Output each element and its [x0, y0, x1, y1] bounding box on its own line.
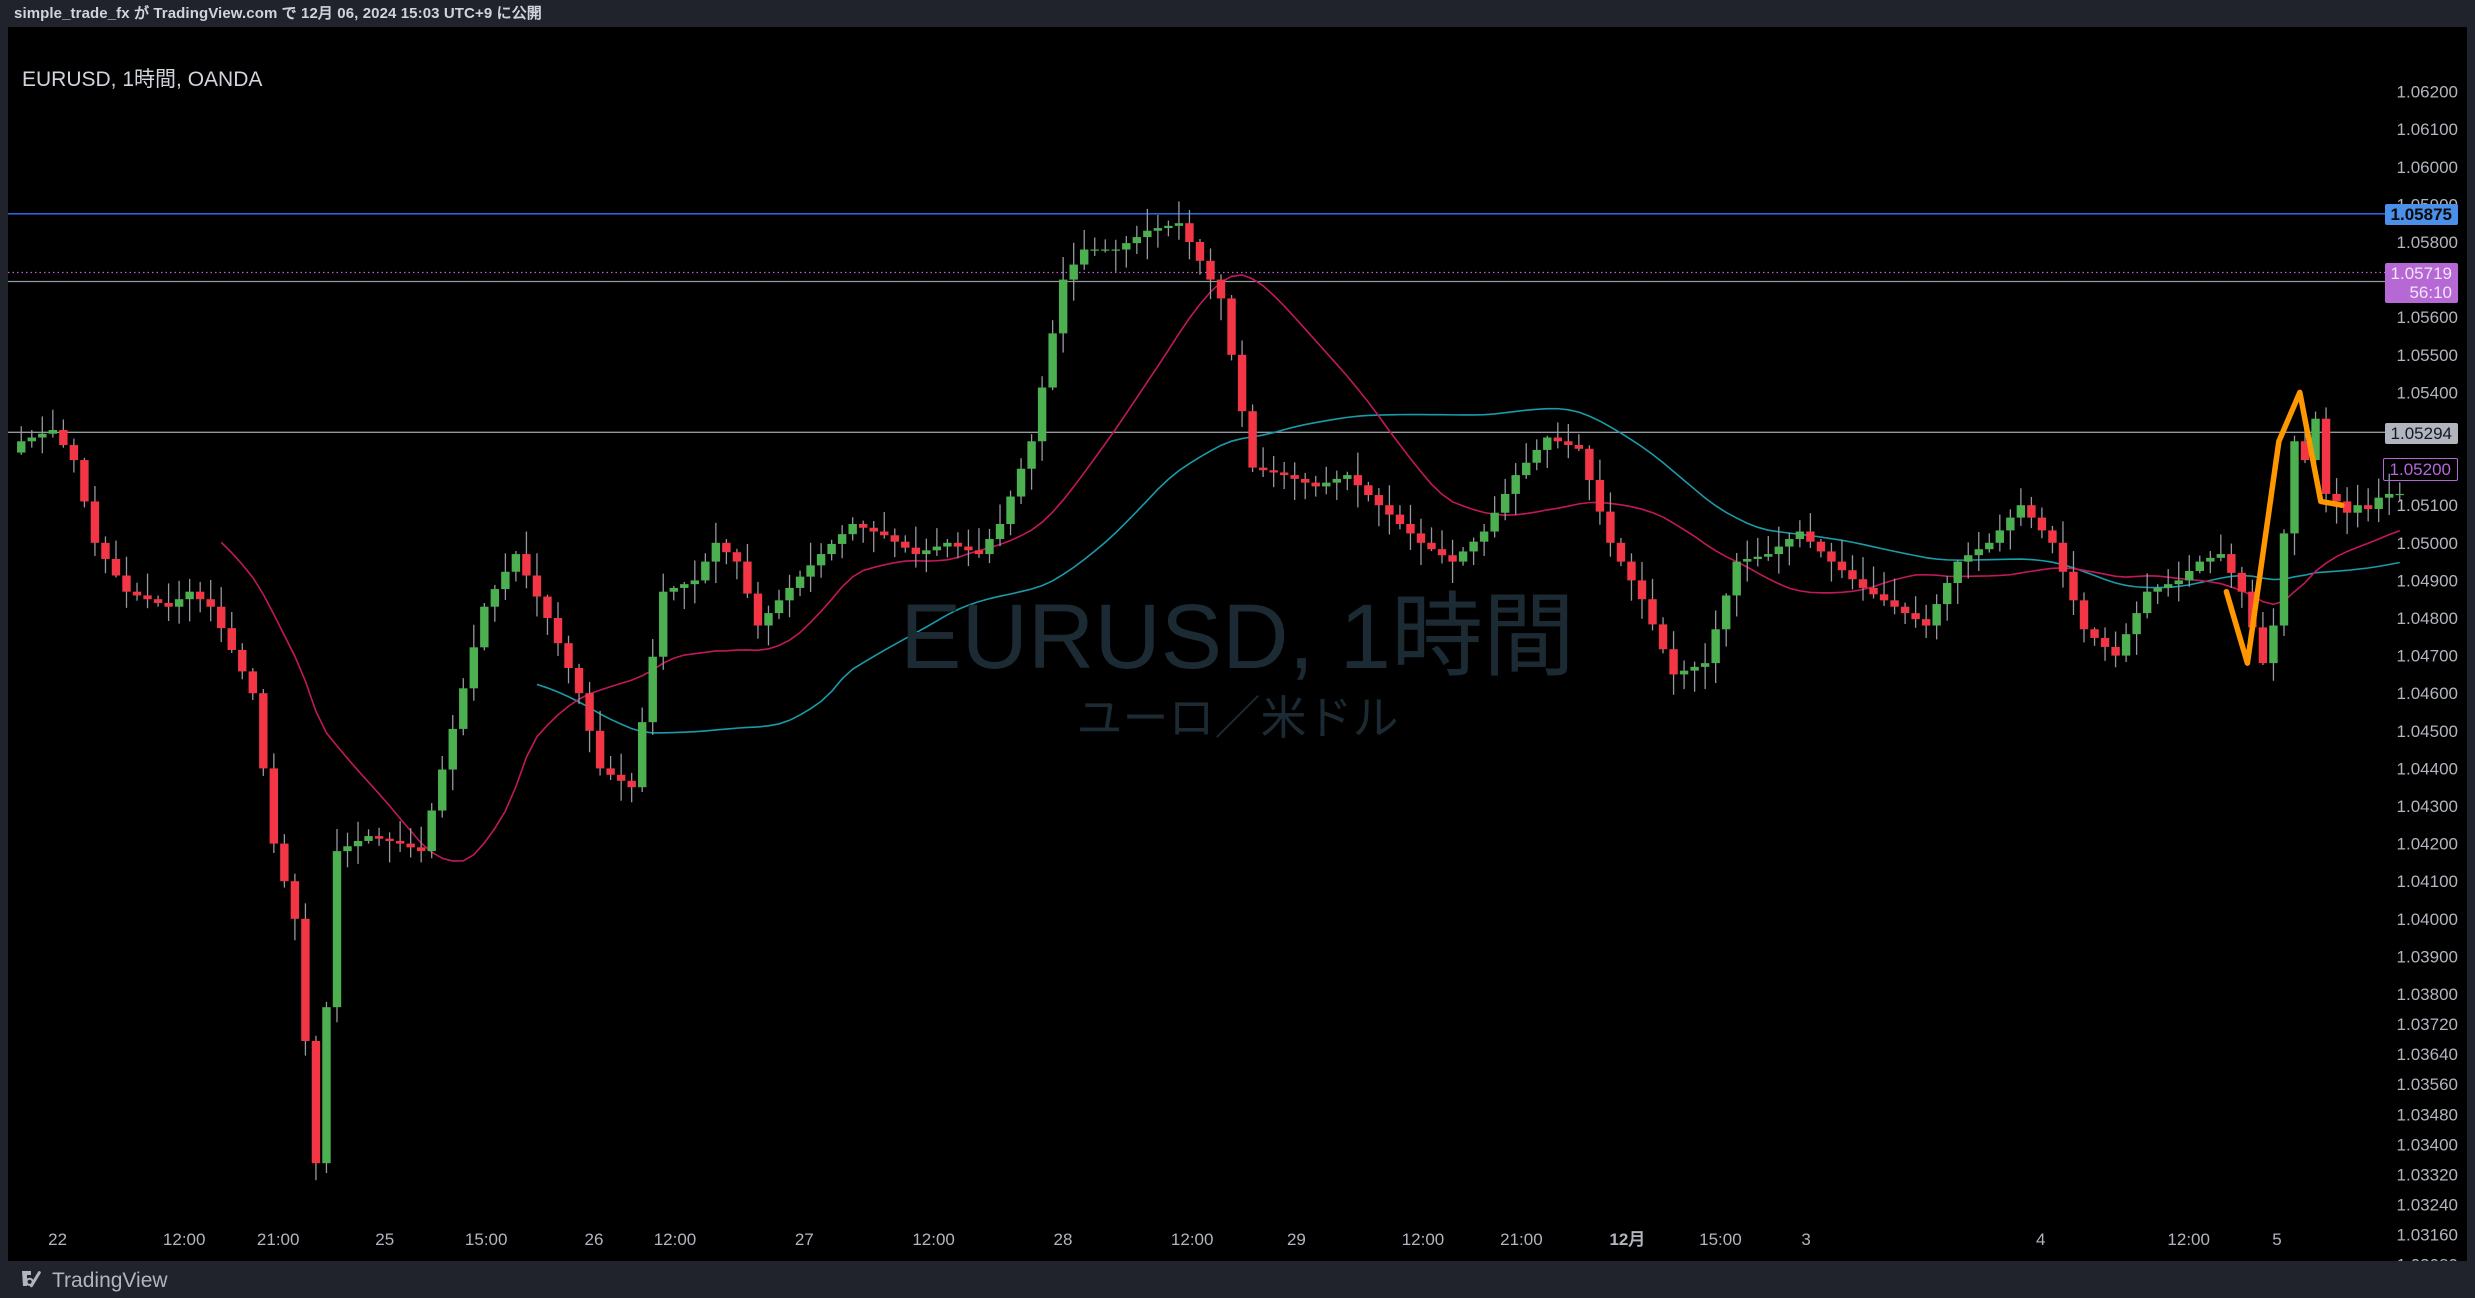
svg-text:1.05500: 1.05500 [2397, 346, 2458, 365]
svg-text:21:00: 21:00 [257, 1230, 300, 1249]
svg-text:1.06100: 1.06100 [2397, 120, 2458, 139]
svg-text:1.05600: 1.05600 [2397, 308, 2458, 327]
svg-text:12月: 12月 [1609, 1230, 1645, 1249]
svg-text:1.03320: 1.03320 [2397, 1166, 2458, 1185]
svg-text:5: 5 [2272, 1230, 2281, 1249]
svg-text:12:00: 12:00 [1171, 1230, 1214, 1249]
svg-text:28: 28 [1054, 1230, 1073, 1249]
svg-text:15:00: 15:00 [1699, 1230, 1742, 1249]
svg-text:1.03400: 1.03400 [2397, 1135, 2458, 1154]
svg-text:1.03480: 1.03480 [2397, 1105, 2458, 1124]
svg-text:27: 27 [795, 1230, 814, 1249]
svg-text:3: 3 [1801, 1230, 1810, 1249]
svg-text:21:00: 21:00 [1500, 1230, 1543, 1249]
svg-text:1.04100: 1.04100 [2397, 872, 2458, 891]
svg-text:12:00: 12:00 [163, 1230, 206, 1249]
svg-text:29: 29 [1287, 1230, 1306, 1249]
svg-text:12:00: 12:00 [654, 1230, 697, 1249]
svg-text:1.05100: 1.05100 [2397, 496, 2458, 515]
svg-text:1.06200: 1.06200 [2397, 83, 2458, 102]
svg-text:12:00: 12:00 [1402, 1230, 1445, 1249]
svg-text:1.04400: 1.04400 [2397, 759, 2458, 778]
svg-text:1.03240: 1.03240 [2397, 1196, 2458, 1215]
svg-text:1.03560: 1.03560 [2397, 1075, 2458, 1094]
svg-text:1.06000: 1.06000 [2397, 158, 2458, 177]
svg-text:1.03900: 1.03900 [2397, 947, 2458, 966]
svg-text:26: 26 [585, 1230, 604, 1249]
svg-text:25: 25 [375, 1230, 394, 1249]
svg-text:1.05400: 1.05400 [2397, 383, 2458, 402]
svg-text:4: 4 [2036, 1230, 2045, 1249]
svg-text:1.03720: 1.03720 [2397, 1015, 2458, 1034]
svg-text:1.04300: 1.04300 [2397, 797, 2458, 816]
svg-text:1.05000: 1.05000 [2397, 534, 2458, 553]
svg-text:1.03800: 1.03800 [2397, 985, 2458, 1004]
svg-text:22: 22 [48, 1230, 67, 1249]
svg-text:1.04000: 1.04000 [2397, 910, 2458, 929]
svg-text:12:00: 12:00 [2167, 1230, 2210, 1249]
svg-text:15:00: 15:00 [465, 1230, 508, 1249]
svg-text:1.05800: 1.05800 [2397, 233, 2458, 252]
svg-text:1.03160: 1.03160 [2397, 1226, 2458, 1245]
svg-text:12:00: 12:00 [912, 1230, 955, 1249]
svg-text:1.04200: 1.04200 [2397, 835, 2458, 854]
svg-text:1.03640: 1.03640 [2397, 1045, 2458, 1064]
